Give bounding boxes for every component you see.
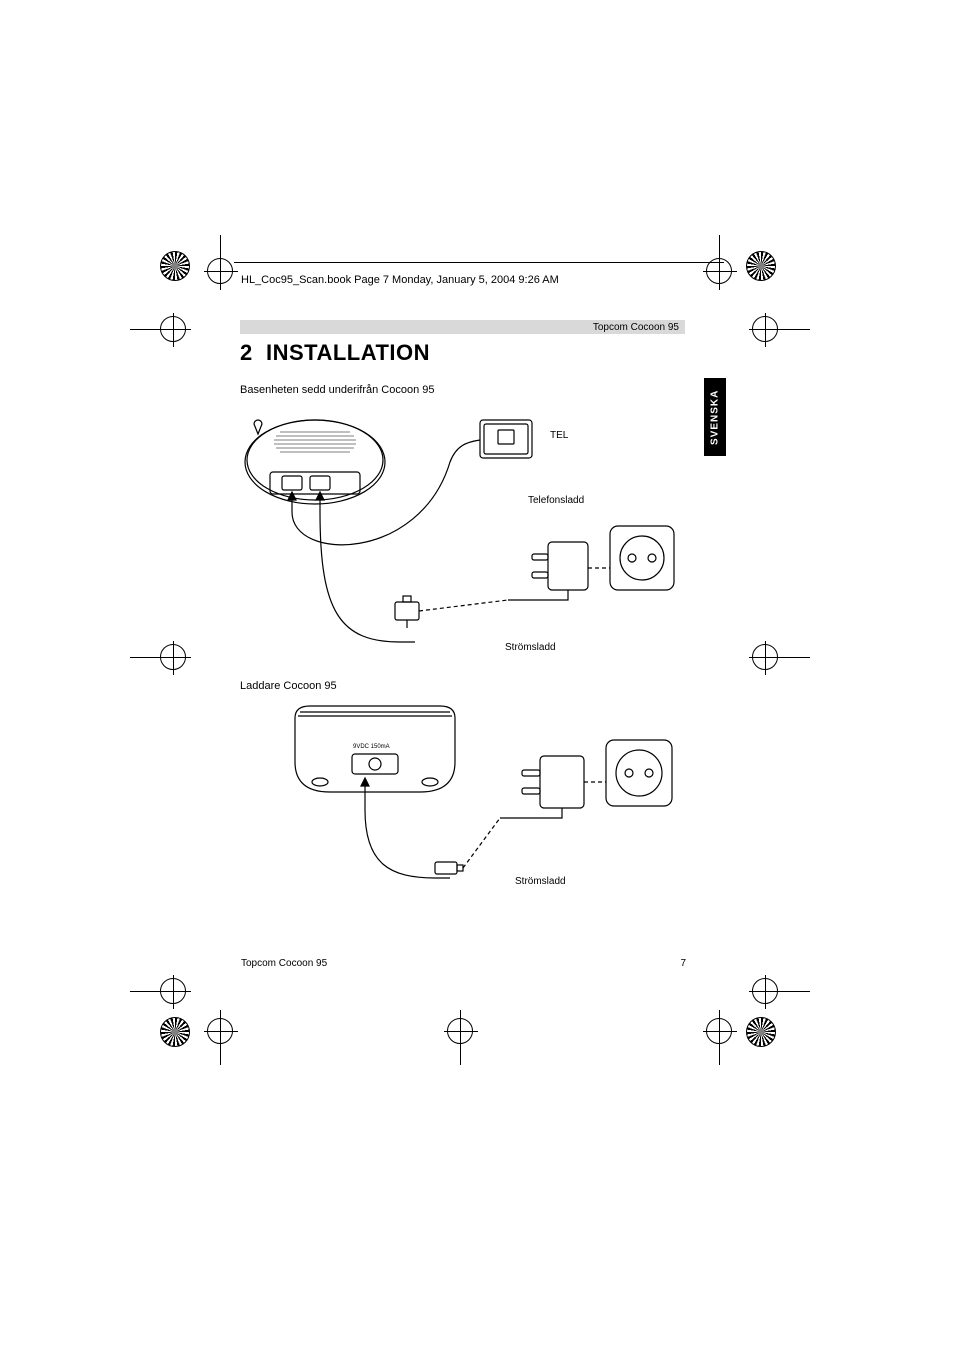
label-power-cord: Strömsladd [505, 642, 556, 653]
guide-line [220, 235, 221, 290]
guide-line [750, 657, 810, 658]
label-dc: 9VDC 150mA [353, 744, 390, 750]
label-tel: TEL [550, 430, 568, 441]
section-title-text: INSTALLATION [266, 340, 430, 365]
guide-line [460, 1010, 461, 1065]
base-unit-svg [240, 402, 685, 662]
caption-charger: Laddare Cocoon 95 [240, 680, 720, 692]
page: HL_Coc95_Scan.book Page 7 Monday, Januar… [0, 0, 954, 1351]
product-bar: Topcom Cocoon 95 [240, 320, 685, 334]
reg-disk-br [746, 1017, 776, 1047]
section-number: 2 [240, 340, 253, 365]
reg-disk-bl [160, 1017, 190, 1047]
guide-line [130, 991, 190, 992]
content-area: Topcom Cocoon 95 2 INSTALLATION Basenhet… [240, 320, 720, 898]
book-header: HL_Coc95_Scan.book Page 7 Monday, Januar… [241, 274, 559, 286]
guide-line [750, 329, 810, 330]
section-heading: 2 INSTALLATION [240, 340, 720, 366]
diagram-base-unit: TEL Telefonsladd Strömsladd [240, 402, 685, 662]
label-power-cord-2: Strömsladd [515, 876, 566, 887]
guide-line [130, 329, 190, 330]
guide-line [750, 991, 810, 992]
language-tab-text: SVENSKA [710, 389, 721, 444]
page-footer: Topcom Cocoon 95 7 [241, 958, 686, 969]
footer-page-number: 7 [680, 958, 686, 969]
guide-line [130, 657, 190, 658]
guide-line [220, 1010, 221, 1065]
reg-disk-tl [160, 251, 190, 281]
label-phone-cord: Telefonsladd [528, 495, 584, 506]
diagram-charger: 9VDC 150mA Strömsladd [240, 698, 685, 898]
product-bar-text: Topcom Cocoon 95 [593, 322, 679, 333]
guide-line [719, 1010, 720, 1065]
caption-base-unit: Basenheten sedd underifrån Cocoon 95 [240, 384, 720, 396]
language-tab: SVENSKA [704, 378, 726, 456]
footer-left: Topcom Cocoon 95 [241, 958, 327, 969]
reg-disk-tr [746, 251, 776, 281]
header-rule [234, 262, 724, 263]
charger-svg [240, 698, 685, 898]
